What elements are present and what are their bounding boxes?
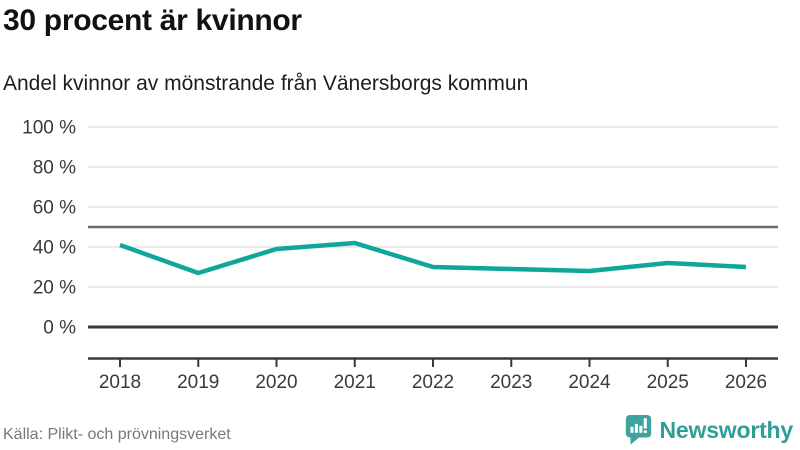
- newsworthy-logo-text: Newsworthy: [659, 416, 794, 443]
- y-tick-label: 80 %: [33, 158, 76, 179]
- data-line: [119, 240, 747, 276]
- chart-subtitle: Andel kvinnor av mönstrande från Vänersb…: [3, 72, 529, 95]
- x-tick-label: 2026: [725, 372, 767, 393]
- y-tick-label: 100 %: [22, 118, 76, 139]
- x-tick-label: 2022: [412, 372, 454, 393]
- x-tick-label: 2021: [334, 372, 376, 393]
- logo-exclamation-bar: [643, 418, 647, 429]
- newsworthy-logo: Newsworthy: [624, 414, 793, 446]
- x-tick-label: 2025: [647, 372, 689, 393]
- x-tick-label: 2020: [255, 372, 297, 393]
- newsworthy-logo-icon: [625, 414, 651, 445]
- x-tick-label: 2019: [177, 372, 219, 393]
- x-tick-label: 2024: [568, 372, 611, 393]
- logo-bar-2: [634, 423, 638, 433]
- y-tick-label: 40 %: [33, 238, 76, 259]
- logo-bar-3: [638, 425, 642, 433]
- logo-bar-1: [630, 426, 634, 433]
- page-title: 30 procent är kvinnor: [3, 4, 302, 37]
- logo-exclamation-dot: [643, 430, 647, 434]
- speech-bubble-shape: [625, 414, 651, 445]
- y-tick-label: 60 %: [33, 198, 76, 219]
- line-chart: 0 % 20 % 40 % 60 % 80 % 100 % 2018 2019 2020 2021…: [22, 118, 778, 393]
- x-tick-label: 2018: [99, 372, 141, 393]
- y-tick-label: 20 %: [33, 278, 76, 299]
- source-note: Källa: Plikt- och prövningsverket: [3, 426, 231, 443]
- x-tick-label: 2023: [490, 372, 532, 393]
- y-tick-label: 0 %: [43, 318, 76, 339]
